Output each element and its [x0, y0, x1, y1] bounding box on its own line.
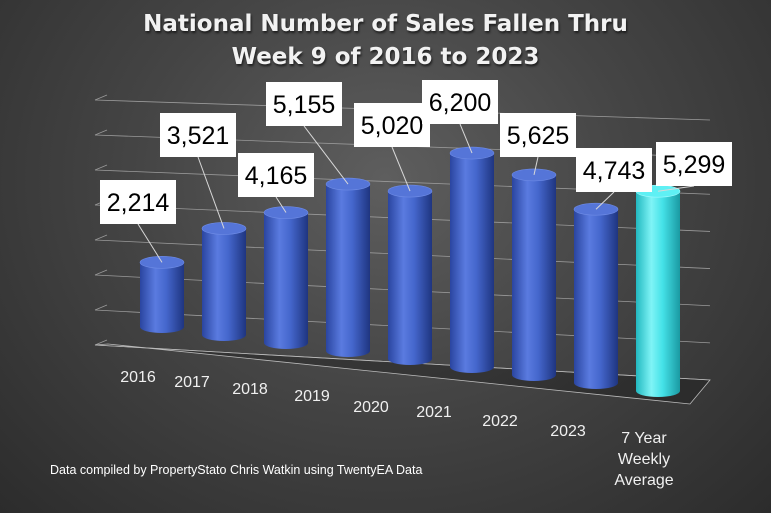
- data-label-box: [100, 180, 176, 224]
- bar-2019: [325, 177, 371, 357]
- gridline-tick: [94, 234, 108, 241]
- bar-body: [388, 191, 432, 365]
- bar-body: [140, 262, 184, 333]
- bar-body: [264, 212, 308, 349]
- category-label: 2021: [416, 404, 452, 421]
- bar-2021: [449, 146, 495, 373]
- data-label-box: [266, 82, 342, 126]
- bar-2017: [201, 222, 247, 341]
- category-label: 2022: [482, 413, 518, 430]
- leader-line: [275, 196, 287, 213]
- category-label: 2023: [550, 423, 586, 440]
- gridline-tick: [94, 94, 108, 101]
- leader-line: [303, 125, 349, 185]
- bar-2020: [387, 184, 433, 365]
- chart-floor: [94, 343, 711, 405]
- category-label: 2017: [174, 374, 210, 391]
- bar-body: [450, 153, 494, 373]
- category-label: 2020: [353, 399, 389, 416]
- data-label-box: [354, 103, 430, 147]
- category-label: 2019: [294, 388, 330, 405]
- source-footnote: Data compiled by PropertyStato Chris Wat…: [50, 463, 423, 477]
- leader-lines: [137, 123, 695, 263]
- bar-2016: [139, 256, 185, 333]
- chart-title-line-1: National Number of Sales Fallen Thru: [143, 11, 628, 37]
- bar-body: [512, 174, 556, 381]
- data-label: 4,165: [245, 162, 308, 190]
- data-label: 5,299: [663, 151, 726, 179]
- bar-body: [202, 228, 246, 341]
- bars: [139, 146, 681, 397]
- chart-title-line-2: Week 9 of 2016 to 2023: [231, 44, 540, 70]
- bar-2018: [263, 206, 309, 349]
- category-labels: 2016 2017 2018 2019 2020 2021 2022 2023 7 Year We…: [120, 369, 674, 489]
- gridline-tick: [94, 269, 108, 276]
- data-label: 5,155: [273, 91, 336, 119]
- data-label-box: [422, 80, 498, 124]
- leader-line: [657, 185, 695, 192]
- category-label: Weekly: [618, 451, 670, 468]
- category-label: Average: [614, 472, 673, 489]
- data-label-box: [238, 153, 314, 197]
- bar-body: [636, 191, 680, 397]
- data-label: 4,743: [583, 157, 646, 185]
- gridline-tick: [94, 164, 108, 171]
- data-label-box: [656, 142, 732, 186]
- leader-line: [595, 191, 615, 210]
- category-label: 2016: [120, 369, 156, 386]
- leader-line: [137, 223, 163, 263]
- bar-2022: [511, 168, 557, 381]
- bar-7-year-weekly-average: [635, 184, 681, 397]
- data-label-box: [576, 148, 652, 192]
- bar-2023: [573, 202, 619, 389]
- data-label: 3,521: [167, 122, 230, 150]
- data-label: 5,020: [361, 112, 424, 140]
- leader-line: [197, 156, 225, 229]
- chart-title: National Number of Sales Fallen Thru Wee…: [0, 8, 771, 74]
- category-label: 2018: [232, 381, 268, 398]
- gridline-tick: [94, 339, 108, 346]
- data-label: 2,214: [107, 189, 170, 217]
- gridline-tick: [94, 129, 108, 136]
- data-label-box: [500, 113, 576, 157]
- data-label-box: [160, 113, 236, 157]
- bar-body: [326, 184, 370, 357]
- data-label: 5,625: [507, 122, 570, 150]
- bar-body: [574, 209, 618, 389]
- data-label: 6,200: [429, 89, 492, 117]
- leader-line: [459, 123, 473, 154]
- leader-line: [533, 156, 539, 175]
- floor-plane: [94, 343, 711, 405]
- leader-line: [391, 146, 411, 192]
- gridline-tick: [94, 304, 108, 311]
- category-label: 7 Year: [621, 430, 667, 447]
